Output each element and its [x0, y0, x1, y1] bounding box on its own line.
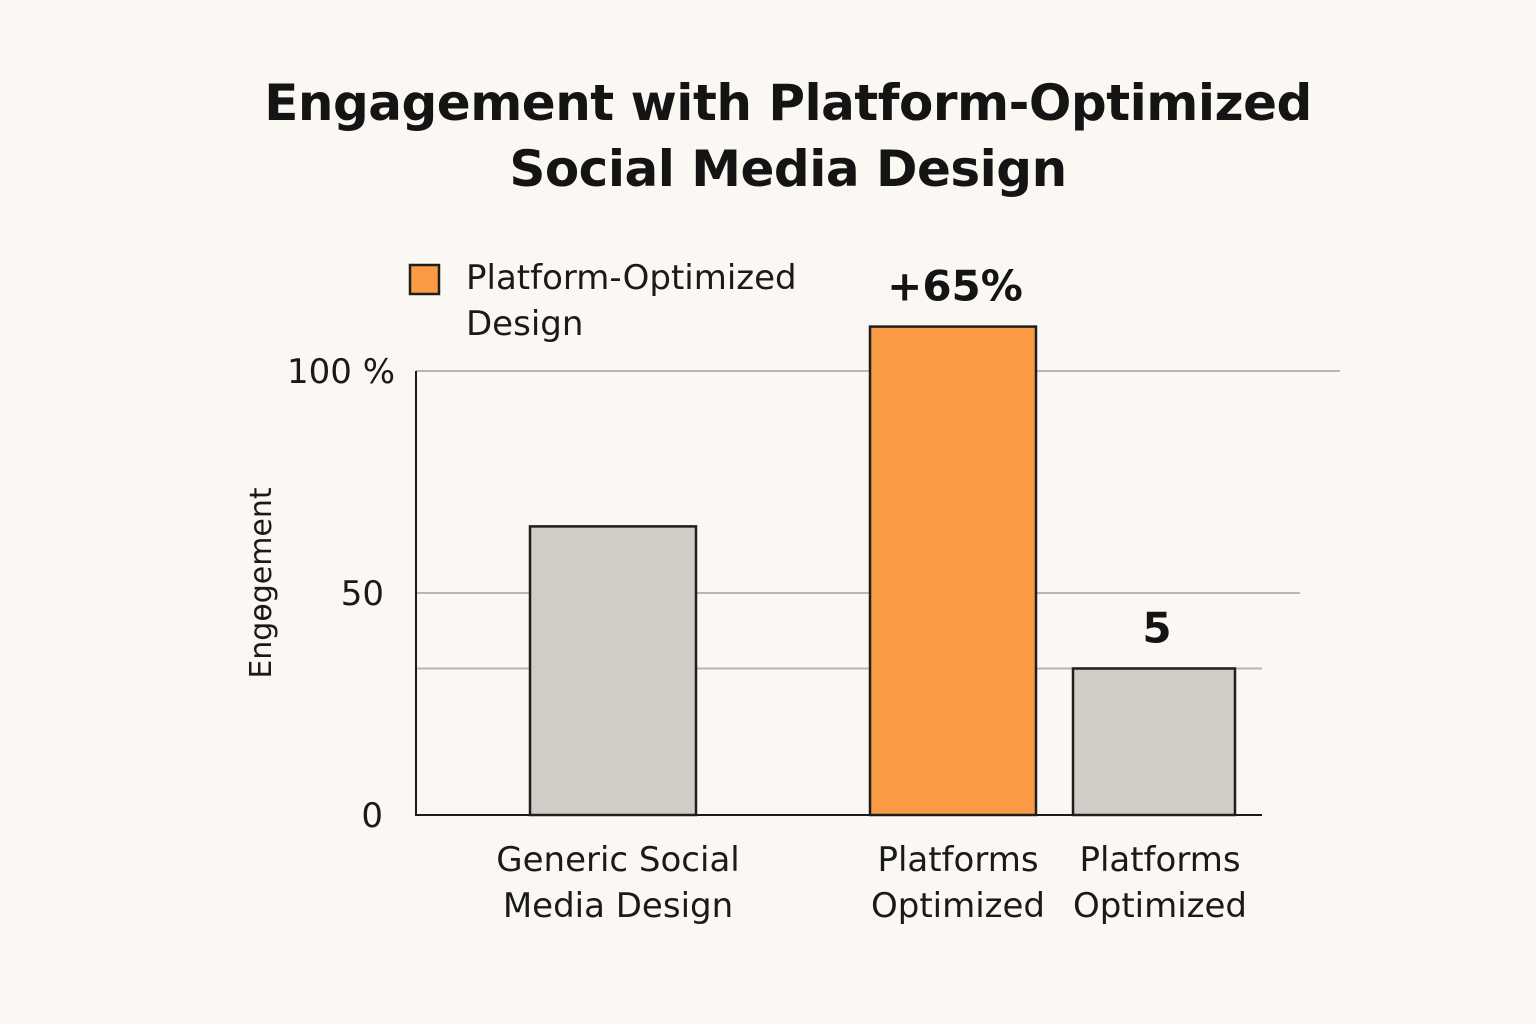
- category-label: Platforms: [1079, 840, 1240, 880]
- category-label: Optimized: [1073, 886, 1247, 926]
- bar: [528, 525, 698, 817]
- data-label: 5: [1142, 603, 1171, 652]
- legend-label: Platform-Optimized: [466, 258, 797, 298]
- legend-swatch: [408, 263, 441, 296]
- y-tick-label: 50: [341, 574, 384, 614]
- category-label: Generic Social: [496, 840, 739, 880]
- chart-title: Engagement with Platform-Optimized Socia…: [0, 70, 1536, 202]
- legend-label: Design: [466, 304, 583, 344]
- y-tick-label: 100 %: [287, 352, 395, 392]
- category-label: Optimized: [871, 886, 1045, 926]
- chart-title-line-1: Engagement with Platform-Optimized: [264, 74, 1312, 132]
- y-tick-label: 0: [361, 796, 383, 836]
- bar: [1071, 667, 1237, 817]
- data-label: +65%: [887, 262, 1023, 311]
- y-axis-title: Engөgement: [244, 487, 279, 679]
- category-label: Media Design: [503, 886, 733, 926]
- chart-title-line-2: Social Media Design: [509, 140, 1067, 198]
- bar: [868, 325, 1038, 817]
- category-label: Platforms: [877, 840, 1038, 880]
